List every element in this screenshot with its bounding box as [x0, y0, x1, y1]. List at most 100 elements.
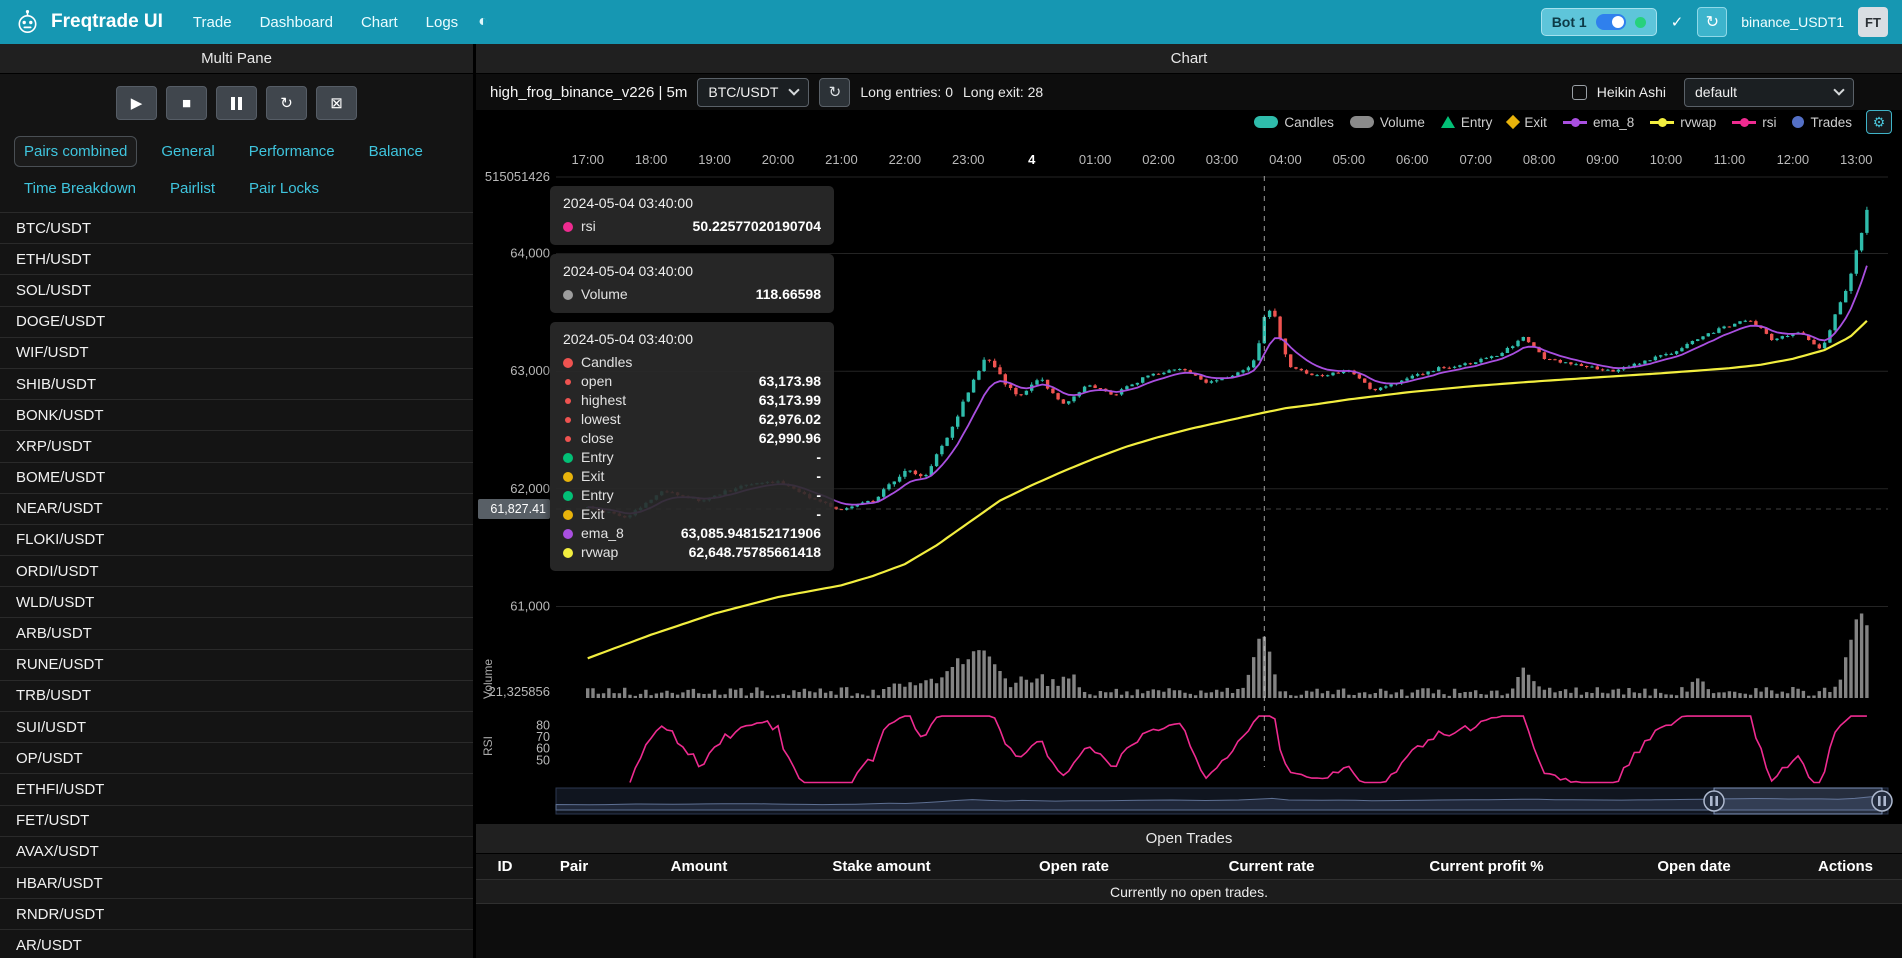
pair-row-avax-usdt[interactable]: AVAX/USDT [0, 837, 473, 868]
nav-link-trade[interactable]: Trade [192, 13, 232, 31]
pair-row-ordi-usdt[interactable]: ORDI/USDT [0, 556, 473, 588]
pair-row-eth-usdt[interactable]: ETH/USDT [0, 244, 473, 276]
stop-button[interactable]: ■ [166, 86, 207, 120]
x-axis-label: 20:00 [762, 152, 795, 167]
play-button[interactable]: ▶ [116, 86, 157, 120]
pair-row-hbar-usdt[interactable]: HBAR/USDT [0, 868, 473, 900]
tab-performance[interactable]: Performance [248, 143, 335, 160]
nav-link-dashboard[interactable]: Dashboard [259, 13, 333, 31]
legend-item-ema-8[interactable]: ema_8 [1562, 114, 1635, 130]
y-axis-label: 63,000 [510, 363, 550, 378]
pair-row-op-usdt[interactable]: OP/USDT [0, 743, 473, 775]
legend-line-dot [1570, 117, 1580, 127]
pair-row-wif-usdt[interactable]: WIF/USDT [0, 338, 473, 369]
datazoom-profile [555, 794, 1889, 811]
tab-pairs-combined[interactable]: Pairs combined [14, 136, 138, 167]
user-avatar[interactable]: FT [1858, 7, 1888, 37]
pair-row-wld-usdt[interactable]: WLD/USDT [0, 587, 473, 619]
pair-row-sui-usdt[interactable]: SUI/USDT [0, 712, 473, 744]
tooltip-row: Volume 118.66598 [563, 285, 821, 304]
col-header-stake-amount: Stake amount [832, 858, 931, 875]
rsi-axis-label: 80 [536, 718, 550, 732]
datazoom-window[interactable] [1713, 787, 1883, 815]
legend-line-dot [1740, 117, 1750, 127]
pair-row-rndr-usdt[interactable]: RNDR/USDT [0, 899, 473, 931]
pair-row-ar-usdt[interactable]: AR/USDT [0, 930, 473, 958]
long-entries-label: Long entries: 0 [860, 84, 953, 100]
pair-row-bome-usdt[interactable]: BOME/USDT [0, 463, 473, 494]
multi-pane-header: Multi Pane [0, 44, 473, 74]
pause-button[interactable] [216, 86, 257, 120]
multipane-controls: ▶ ■ ↻ ⊠ [0, 74, 473, 130]
tooltip-value: 62,990.96 [758, 430, 821, 446]
datazoom-handle-2[interactable] [1871, 790, 1893, 812]
navbar-right: Bot 1 ✓ ↻ binance_USDT1 FT [1540, 7, 1888, 37]
force-exit-button[interactable]: ⊠ [316, 86, 357, 120]
exit-dot [563, 509, 573, 520]
tooltip-value: - [816, 449, 821, 465]
tab-time-breakdown[interactable]: Time Breakdown [24, 180, 136, 197]
tab-balance[interactable]: Balance [368, 143, 423, 160]
pair-row-xrp-usdt[interactable]: XRP/USDT [0, 431, 473, 463]
legend-item-rvwap[interactable]: rvwap [1650, 115, 1716, 130]
legend-item-rsi[interactable]: rsi [1732, 115, 1776, 130]
bot-selector[interactable]: Bot 1 [1540, 8, 1657, 36]
exit-dot [563, 471, 573, 482]
tab-pairlist[interactable]: Pairlist [170, 180, 216, 197]
legend-item-trades[interactable]: Trades [1792, 115, 1852, 130]
candles-dot [563, 357, 573, 368]
legend-label: ema_8 [1592, 114, 1635, 130]
refresh-chart-button[interactable]: ↻ [819, 77, 851, 107]
pair-row-btc-usdt[interactable]: BTC/USDT [0, 213, 473, 245]
chart-area[interactable]: 515051426 64,000 63,000 62,000 61,000 21,3258… [476, 134, 1902, 824]
x-axis-label: 03:00 [1206, 152, 1239, 167]
nav-link-chart[interactable]: Chart [360, 13, 398, 31]
highest-dot [565, 397, 571, 404]
legend-item-candles[interactable]: Candles [1254, 115, 1334, 130]
pair-row-ethfi-usdt[interactable]: ETHFI/USDT [0, 774, 473, 806]
pair-row-rune-usdt[interactable]: RUNE/USDT [0, 650, 473, 681]
open-trades-empty: Currently no open trades. [476, 880, 1902, 904]
brand-title: Freqtrade UI [51, 11, 163, 32]
legend-item-volume[interactable]: Volume [1349, 115, 1425, 130]
pair-row-arb-usdt[interactable]: ARB/USDT [0, 618, 473, 650]
pair-select[interactable]: BTC/USDT [697, 77, 810, 107]
heikin-ashi-checkbox[interactable] [1571, 84, 1587, 100]
pair-row-doge-usdt[interactable]: DOGE/USDT [0, 307, 473, 338]
y-axis-label: 64,000 [510, 246, 550, 261]
tooltip-label: Entry [581, 449, 614, 465]
reload-button[interactable]: ↻ [266, 86, 307, 120]
chart-panel: Chart high_frog_binance_v226 | 5m BTC/US… [476, 44, 1902, 958]
plot-config-select[interactable]: default [1684, 77, 1854, 107]
theme-toggle-icon[interactable]: ◐ [478, 13, 488, 30]
volume-pane-label: Volume [481, 659, 495, 699]
pair-row-near-usdt[interactable]: NEAR/USDT [0, 494, 473, 525]
plot-settings-button[interactable]: ⚙ [1866, 110, 1892, 134]
tooltip-label: Entry [581, 487, 614, 503]
tab-row-1: Pairs combined General Performance Balance [14, 136, 459, 167]
handle-pause-bar [1715, 796, 1718, 806]
bot-toggle[interactable] [1595, 14, 1626, 30]
x-axis-label: 07:00 [1459, 152, 1492, 167]
legend-label: Trades [1810, 114, 1852, 130]
datazoom-handle-1[interactable] [1703, 790, 1725, 812]
legend-item-entry[interactable]: Entry [1440, 115, 1492, 130]
legend-item-exit[interactable]: Exit [1506, 115, 1547, 130]
legend-label: rsi [1762, 114, 1777, 130]
pair-row-bonk-usdt[interactable]: BONK/USDT [0, 400, 473, 432]
pair-row-fet-usdt[interactable]: FET/USDT [0, 806, 473, 837]
tooltip-section: 2024-05-04 03:40:00 Volume 118.66598 [550, 254, 834, 313]
pair-row-floki-usdt[interactable]: FLOKI/USDT [0, 525, 473, 557]
tab-pair-locks[interactable]: Pair Locks [249, 180, 320, 197]
pair-row-shib-usdt[interactable]: SHIB/USDT [0, 369, 473, 401]
tooltip-value: 63,085.948152171906 [680, 525, 821, 541]
tooltip-label: Exit [581, 468, 605, 484]
nav-link-logs[interactable]: Logs [425, 13, 459, 31]
tab-general[interactable]: General [161, 143, 215, 160]
pair-row-trb-usdt[interactable]: TRB/USDT [0, 681, 473, 712]
open-trades-header: Open Trades [476, 824, 1902, 854]
main-layout: Multi Pane ▶ ■ ↻ ⊠ Pairs combined General Per… [0, 44, 1902, 958]
pair-row-sol-usdt[interactable]: SOL/USDT [0, 275, 473, 307]
reload-bot-button[interactable]: ↻ [1697, 7, 1728, 37]
tooltip-label: Volume [581, 286, 628, 302]
